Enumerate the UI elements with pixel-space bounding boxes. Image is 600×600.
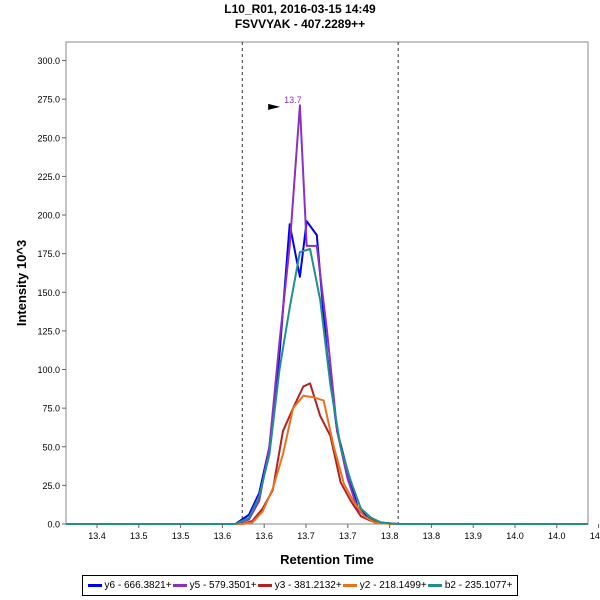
legend-swatch [342, 584, 357, 587]
y-axis: 0.0 25.0 50.0 75.0 100.0 125.0 150.0 175.0 200.0… [37, 56, 66, 530]
plot-area [65, 41, 589, 525]
legend-item: y6 - 666.3821+ [87, 580, 172, 591]
x-tick-label: 13.5 [172, 531, 190, 541]
x-tick-label: 13.6 [214, 531, 232, 541]
legend: y6 - 666.3821+ y5 - 579.3501+ y3 - 381.213… [82, 575, 518, 596]
y-axis-label: Intensity 10^3 [14, 240, 29, 326]
y-tick-label: 275.0 [37, 95, 60, 105]
x-tick-label: 13.8 [381, 531, 399, 541]
peak-annotation-group: 13.7 [268, 95, 302, 110]
peak-arrow-icon [268, 103, 281, 110]
x-tick-label: 13.6 [255, 531, 273, 541]
y-tick-label: 300.0 [37, 56, 60, 66]
series-line-b2 [66, 248, 588, 525]
legend-label: y2 - 218.1499+ [359, 580, 427, 591]
x-tick-label: 13.9 [464, 531, 482, 541]
legend-label: b2 - 235.1077+ [444, 580, 513, 591]
legend-swatch [257, 584, 272, 587]
series-line-y3 [66, 382, 588, 525]
y-tick-label: 25.0 [42, 481, 60, 491]
legend-swatch [427, 584, 442, 587]
y-tick-label: 225.0 [37, 172, 60, 182]
x-tick-label: 13.7 [339, 531, 357, 541]
y-tick-label: 175.0 [37, 249, 60, 259]
legend-item: y2 - 218.1499+ [342, 580, 427, 591]
x-tick-label: 13.8 [423, 531, 441, 541]
y-tick-label: 250.0 [37, 133, 60, 143]
legend-item: y5 - 579.3501+ [172, 580, 257, 591]
x-tick-label: 14.0 [548, 531, 566, 541]
x-tick-label: 14.1 [590, 531, 600, 541]
x-axis: 13.4 13.5 13.5 13.6 13.6 13.7 13.7 13.8 13.8 13.9… [88, 524, 600, 541]
x-tick-label: 13.7 [297, 531, 315, 541]
y-tick-label: 50.0 [42, 442, 60, 452]
series-group [66, 104, 588, 525]
y-tick-label: 125.0 [37, 326, 60, 336]
y-tick-label: 75.0 [42, 404, 60, 414]
x-tick-label: 13.5 [130, 531, 148, 541]
legend-item: b2 - 235.1077+ [427, 580, 513, 591]
x-tick-label: 13.4 [88, 531, 106, 541]
peak-label: 13.7 [284, 95, 302, 105]
peak-boundaries [241, 42, 399, 524]
chart-title: L10_R01, 2016-03-15 14:49 [224, 2, 376, 16]
legend-swatch [87, 584, 102, 587]
series-line-y2 [66, 394, 588, 525]
legend-label: y6 - 666.3821+ [104, 580, 172, 591]
y-tick-label: 200.0 [37, 211, 60, 221]
legend-label: y3 - 381.2132+ [274, 580, 342, 591]
legend-label: y5 - 579.3501+ [189, 580, 257, 591]
chart-subtitle: FSVVYAK - 407.2289++ [234, 17, 366, 31]
y-tick-label: 100.0 [37, 365, 60, 375]
y-tick-label: 150.0 [37, 288, 60, 298]
y-tick-label: 0.0 [47, 520, 60, 530]
legend-swatch [172, 584, 187, 587]
legend-item: y3 - 381.2132+ [257, 580, 342, 591]
x-tick-label: 14.0 [506, 531, 524, 541]
x-axis-label: Retention Time [280, 552, 374, 567]
